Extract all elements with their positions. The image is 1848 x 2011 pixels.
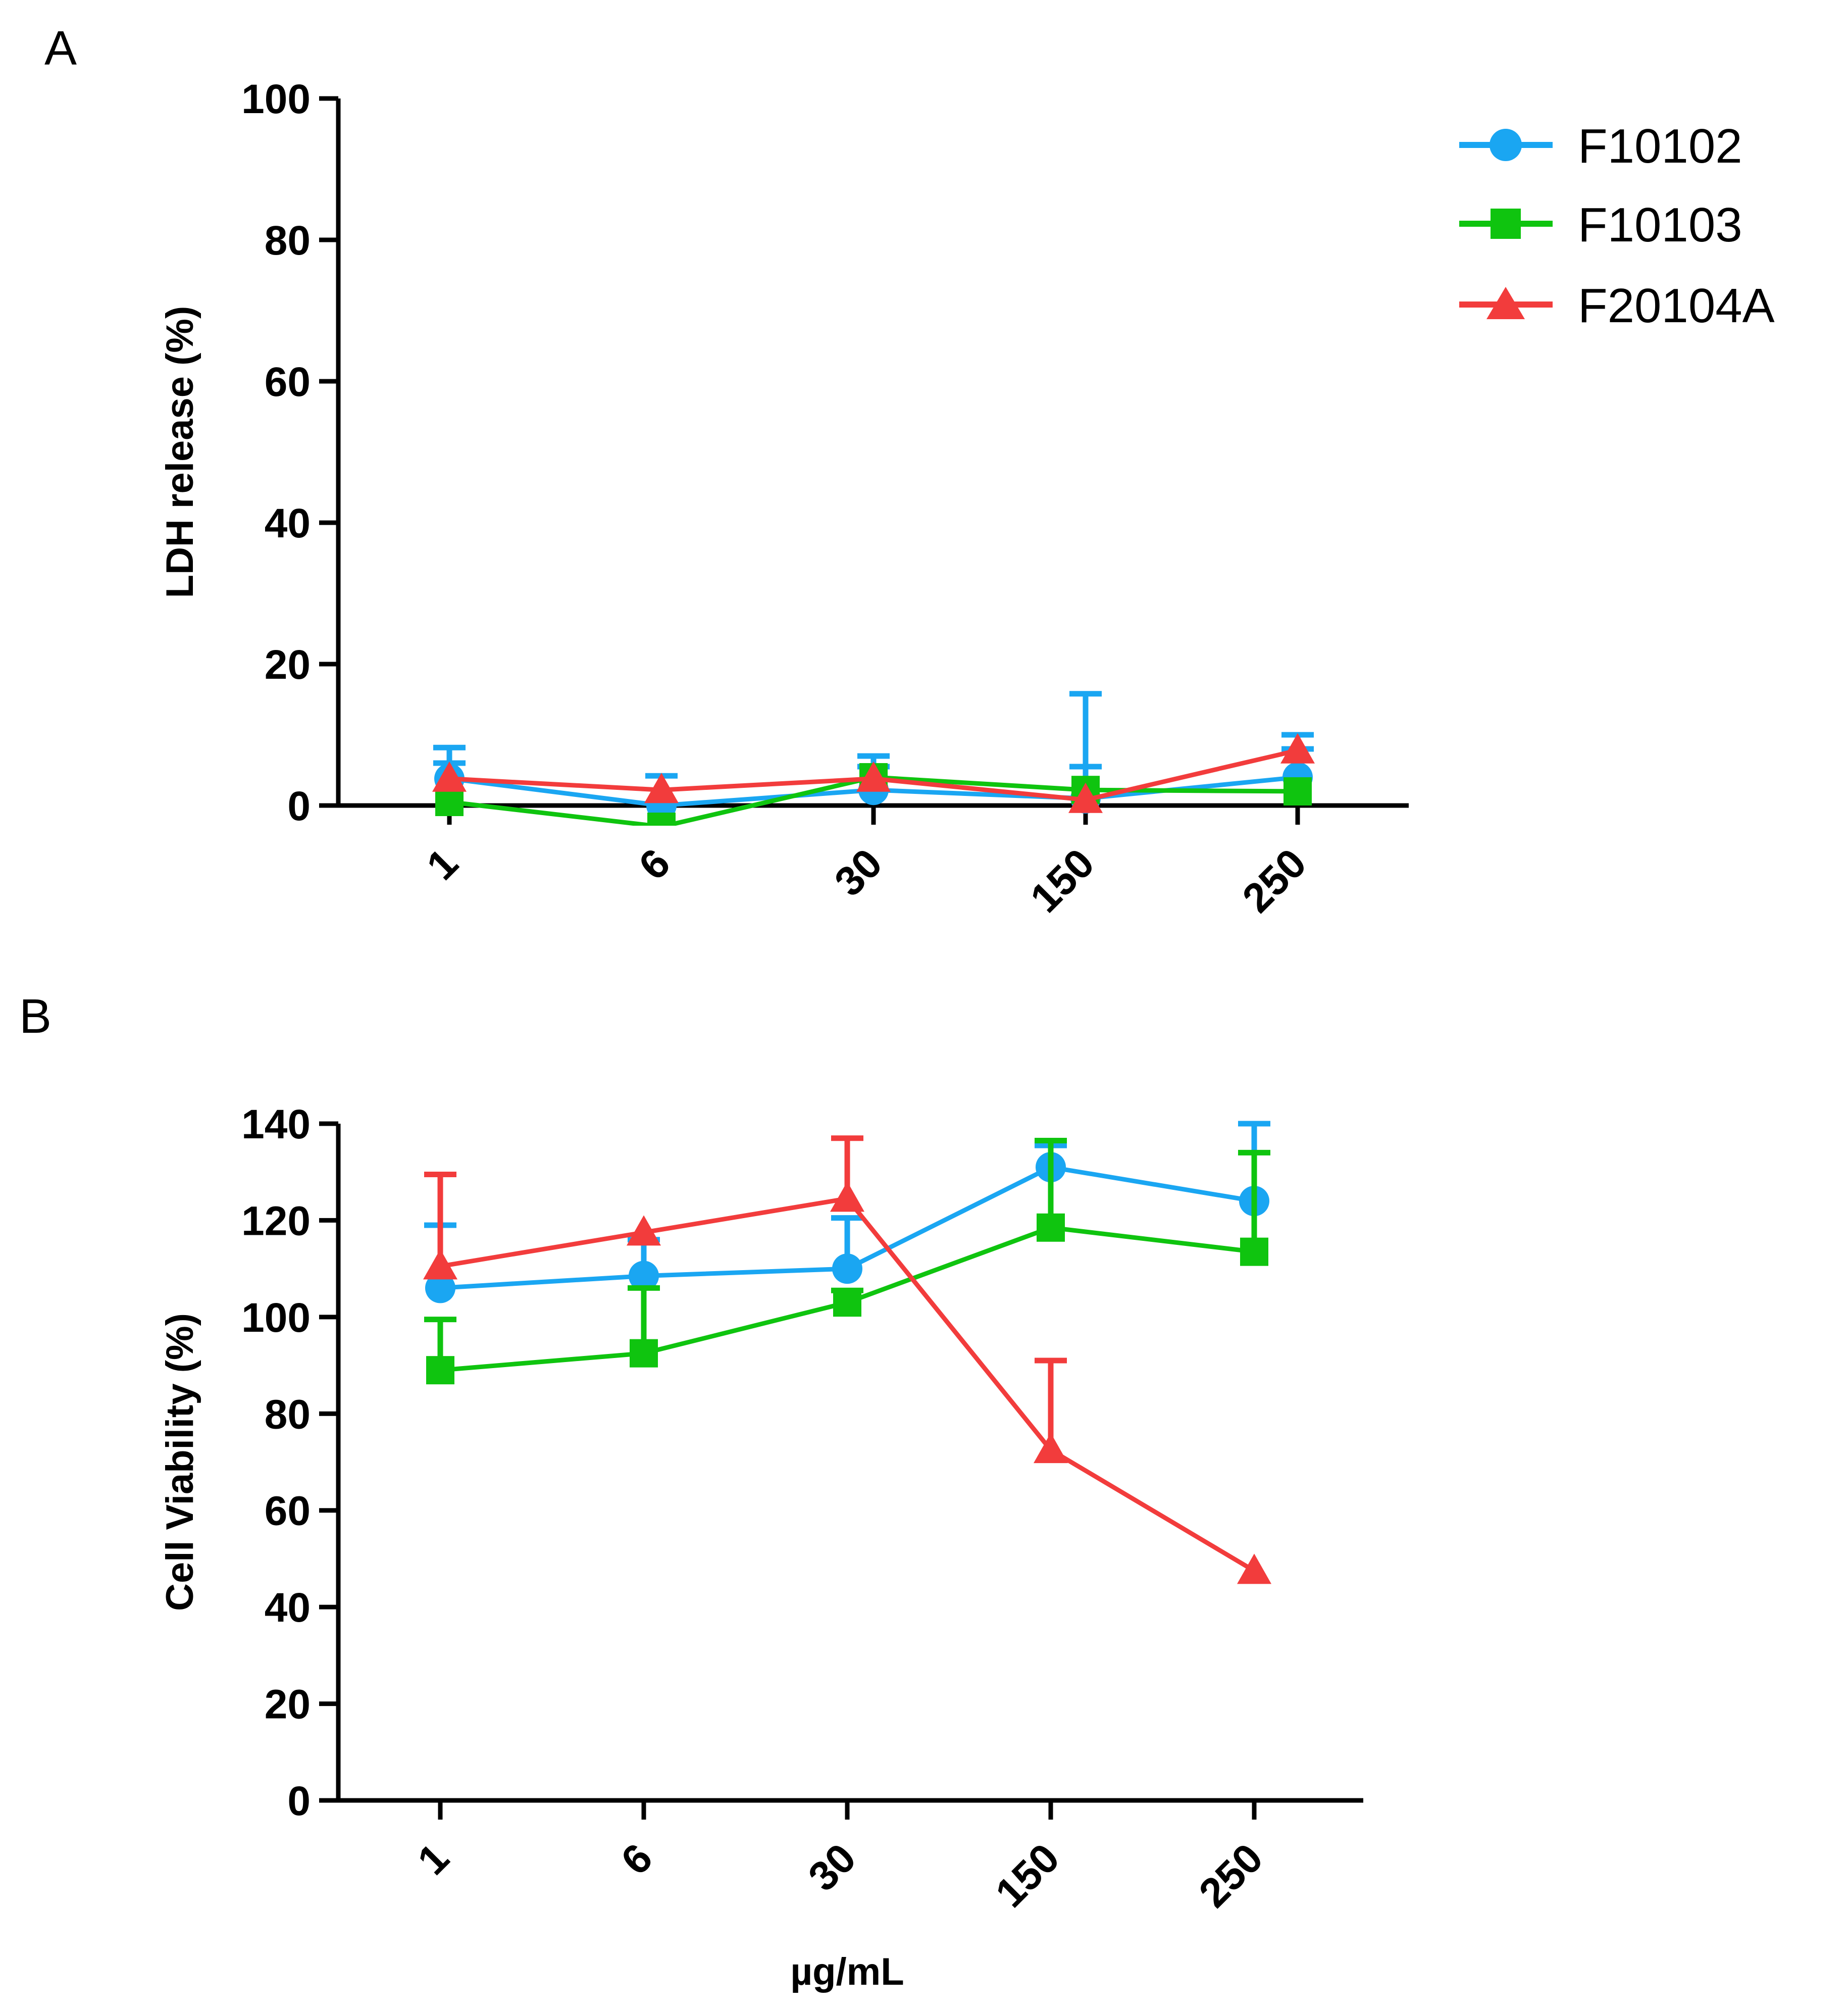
x-tick-label-b-6: 6 (612, 1835, 661, 1884)
y-tick-label-b-60: 60 (265, 1488, 311, 1534)
series-a-f10102 (433, 691, 1314, 821)
legend-label-f10102: F10102 (1578, 119, 1742, 173)
legend-item-f20104a: F20104A (1459, 279, 1775, 333)
y-tick-label-b-0: 0 (287, 1778, 311, 1824)
point-b-f20104a-250 (1237, 1553, 1271, 1584)
point-b-f10103-1 (426, 1356, 454, 1385)
y-tick-label-a-0: 0 (287, 783, 311, 829)
point-b-f10102-1 (425, 1273, 455, 1303)
y-tick-label-b-120: 120 (241, 1198, 311, 1244)
point-b-f20104a-6 (627, 1215, 661, 1246)
point-a-f20104a-250 (1280, 733, 1315, 764)
y-tick-label-a-80: 80 (265, 218, 311, 264)
legend-label-f20104a: F20104A (1578, 279, 1775, 333)
point-a-f10103-6 (647, 813, 676, 826)
legend-item-f10102: F10102 (1459, 119, 1742, 173)
point-b-f20104a-150 (1034, 1433, 1068, 1464)
y-tick-label-b-100: 100 (241, 1295, 311, 1341)
y-axis-title-b: Cell Viability (%) (159, 1313, 201, 1611)
y-tick-label-b-80: 80 (265, 1391, 311, 1437)
x-tick-label-b-30: 30 (800, 1835, 865, 1900)
x-tick-label-b-150: 150 (987, 1835, 1068, 1916)
y-tick-label-a-20: 20 (265, 642, 311, 688)
panel-b-chart: 0 20 40 60 80 100 120 140 1 6 30 150 250 Cell Viabili… (159, 1101, 1363, 1993)
x-tick-label-a-30: 30 (826, 840, 891, 905)
point-b-f10103-6 (630, 1339, 658, 1368)
y-axis-title-a: LDH release (%) (159, 306, 201, 598)
series-b-f20104a (423, 1135, 1271, 1584)
x-tick-label-a-6: 6 (630, 840, 679, 889)
point-b-f10102-6 (629, 1261, 659, 1291)
legend-item-f10103: F10103 (1459, 198, 1742, 252)
point-b-f20104a-30 (830, 1181, 864, 1212)
x-tick-label-b-250: 250 (1191, 1835, 1272, 1916)
x-tick-label-a-250: 250 (1234, 840, 1315, 921)
y-tick-label-b-40: 40 (265, 1585, 311, 1631)
panel-letter-b: B (19, 989, 52, 1043)
y-tick-label-a-40: 40 (265, 500, 311, 546)
point-a-f10103-250 (1284, 777, 1312, 806)
x-tick-label-a-150: 150 (1022, 840, 1103, 921)
series-b-f10103 (424, 1138, 1270, 1385)
legend-marker-f10103 (1491, 209, 1521, 239)
point-b-f10102-30 (832, 1253, 862, 1284)
legend-marker-f20104a (1486, 287, 1525, 319)
point-b-f20104a-1 (423, 1249, 457, 1280)
x-axis-title-b: µg/mL (790, 1950, 904, 1993)
point-b-f10103-150 (1037, 1213, 1065, 1242)
y-tick-label-a-60: 60 (265, 359, 311, 405)
legend: F10102 F10103 F20104A (1459, 119, 1775, 333)
point-a-f10103-1 (435, 788, 464, 816)
x-tick-label-b-1: 1 (409, 1835, 458, 1884)
y-tick-label-b-140: 140 (241, 1101, 311, 1147)
point-a-f20104a-1 (432, 761, 467, 792)
y-tick-label-a-100: 100 (241, 76, 311, 122)
legend-label-f10103: F10103 (1578, 198, 1742, 252)
legend-marker-f10102 (1490, 129, 1522, 161)
point-b-f10103-250 (1240, 1237, 1268, 1266)
point-a-f20104a-30 (856, 761, 891, 792)
point-b-f10103-30 (833, 1288, 861, 1317)
point-a-f20104a-150 (1068, 782, 1103, 813)
series-a-f20104a (432, 733, 1315, 813)
y-tick-label-b-20: 20 (265, 1682, 311, 1728)
panel-letter-a: A (44, 21, 77, 75)
point-a-f20104a-6 (644, 773, 679, 803)
panel-a-chart: 0 20 40 60 80 100 1 6 30 150 250 LDH release (%) (159, 76, 1409, 921)
x-tick-label-a-1: 1 (418, 840, 467, 889)
